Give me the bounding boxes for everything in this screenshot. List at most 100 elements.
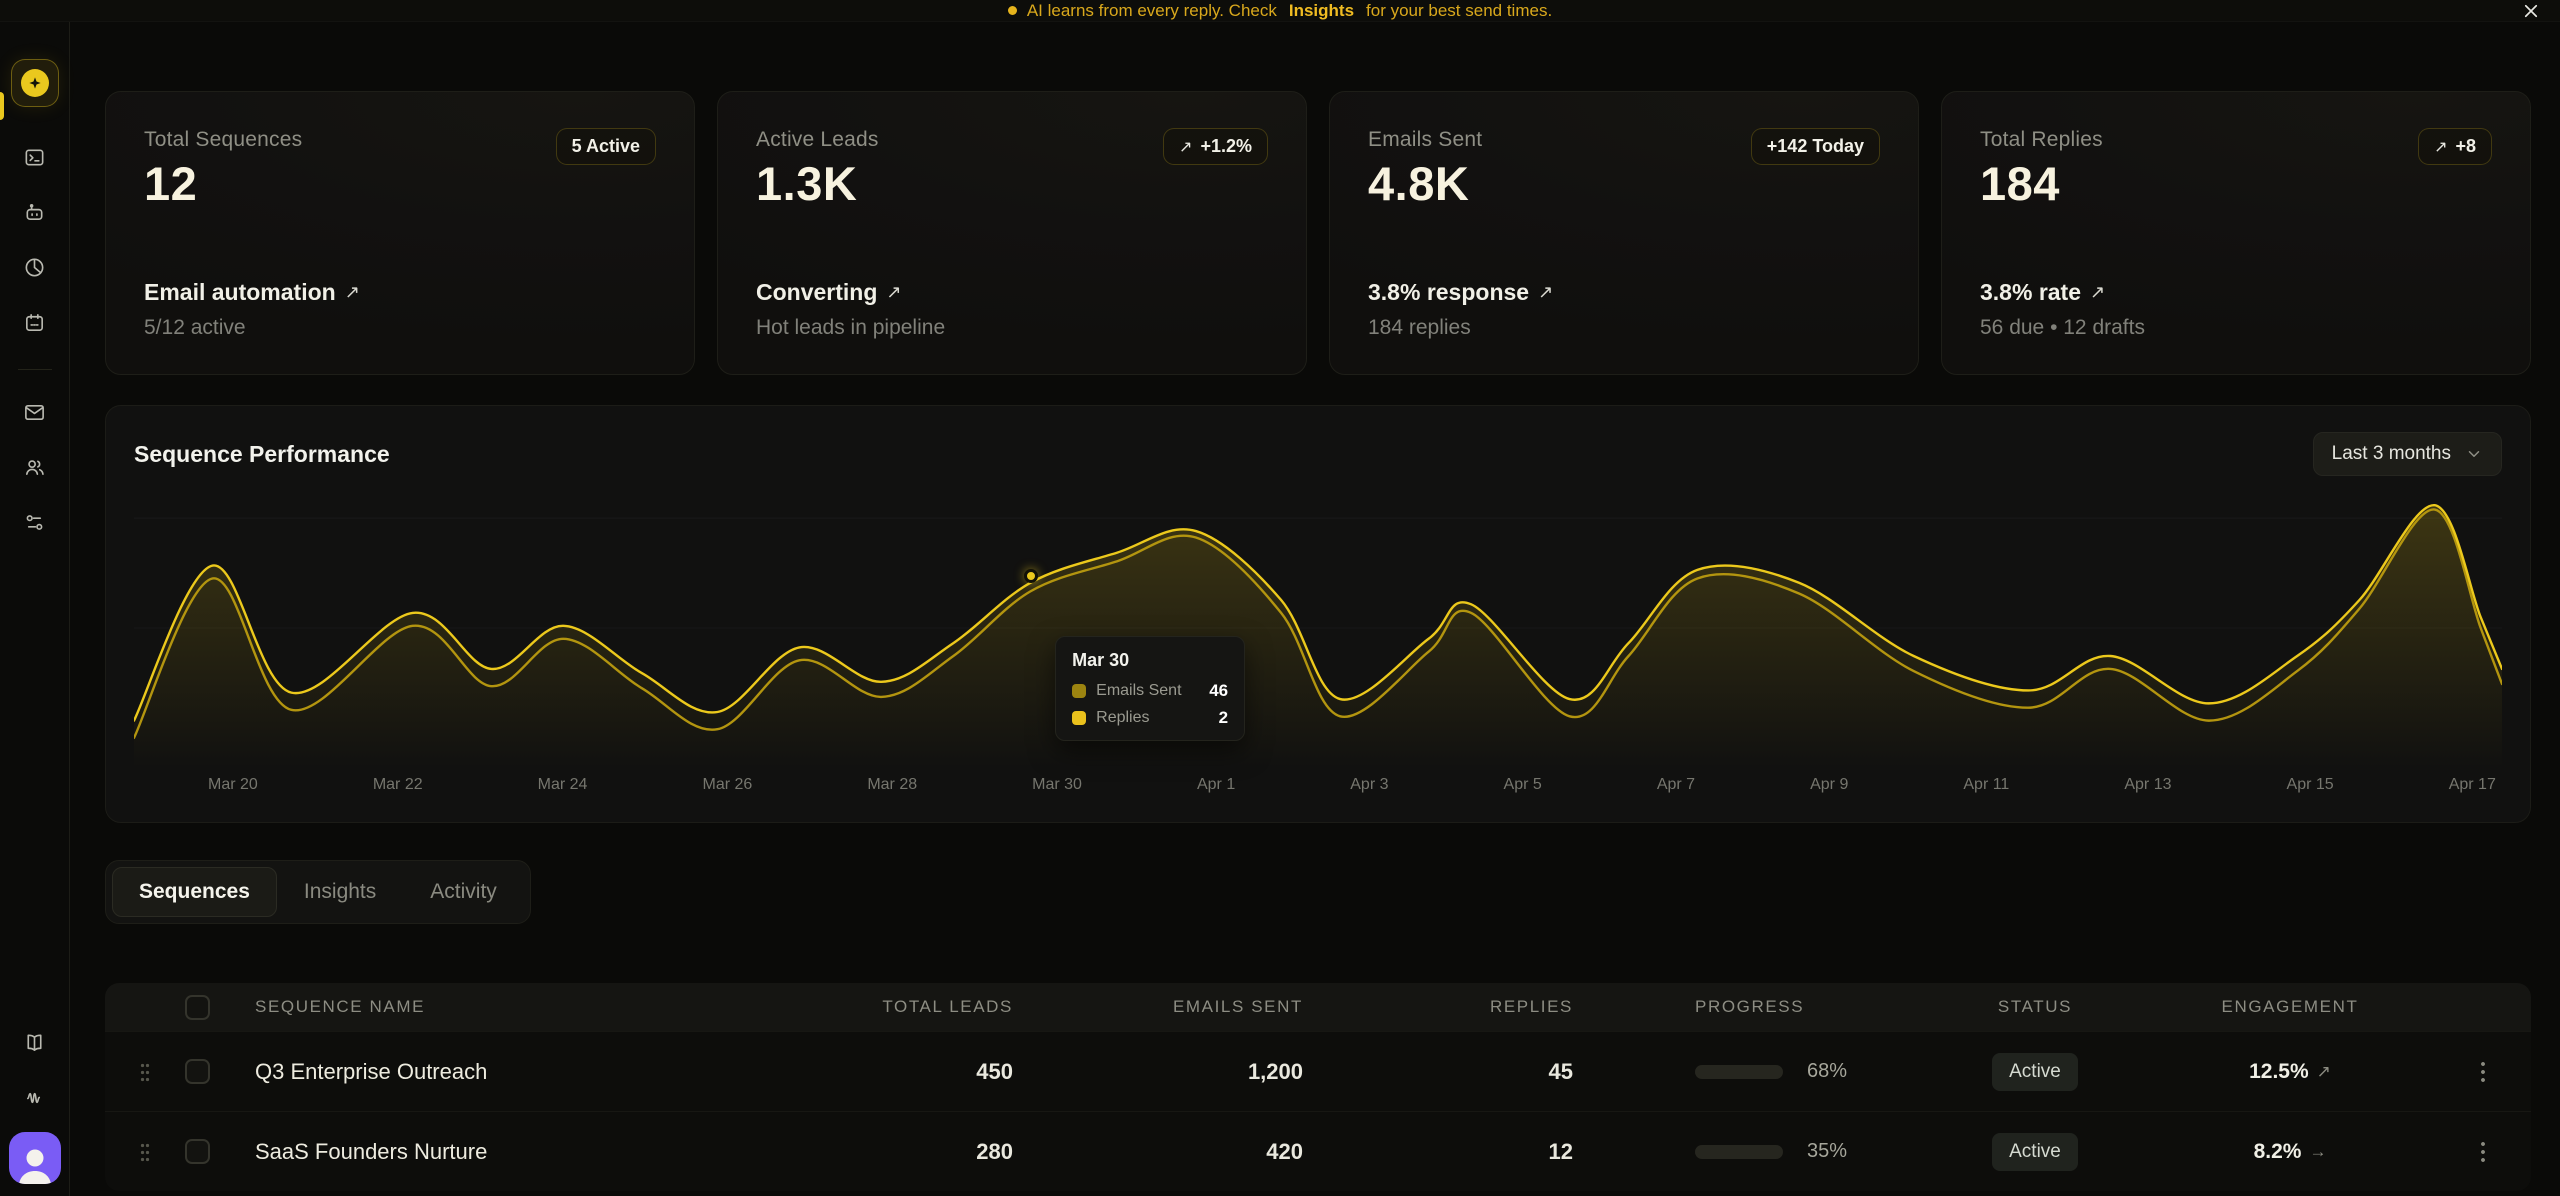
- banner-text-suffix: for your best send times.: [1366, 0, 1553, 20]
- banner-close-button[interactable]: [2518, 0, 2544, 22]
- x-axis-label: Apr 7: [1656, 776, 1696, 793]
- trend-up-icon: ↗: [2434, 138, 2448, 156]
- replies-value: 45: [1548, 1058, 1573, 1084]
- panel-title: Sequence Performance: [134, 440, 390, 467]
- progress-label: 35%: [1807, 1140, 1848, 1162]
- sidebar-item-workflow[interactable]: [13, 502, 57, 542]
- engagement-value: 8.2%: [2253, 1139, 2302, 1163]
- trend-up-icon: ↗: [344, 282, 360, 302]
- chevron-down-icon: [2468, 451, 2480, 457]
- card-title: Email automation: [144, 279, 336, 305]
- bot-icon: [26, 203, 43, 220]
- select-all-checkbox[interactable]: [185, 994, 210, 1020]
- sidebar-item-mail[interactable]: [13, 392, 57, 432]
- trend-right-icon: →: [2309, 1141, 2327, 1161]
- card-label: Total Sequences: [144, 128, 303, 151]
- card-subtitle: 5/12 active: [144, 316, 246, 339]
- tooltip-series-value: 2: [1218, 708, 1229, 728]
- table-header: Sequence Name Total Leads Emails Sent Re…: [105, 983, 2531, 1031]
- x-axis-label: Apr 17: [2448, 776, 2496, 793]
- column-header-progress: Progress: [1695, 997, 1805, 1016]
- users-icon: [26, 459, 44, 475]
- tab-activity[interactable]: Activity: [403, 867, 524, 917]
- x-axis-label: Apr 9: [1810, 776, 1849, 793]
- emails-sent-value: 1,200: [1247, 1058, 1303, 1084]
- pie-chart-icon: [25, 258, 44, 276]
- card-value: 1.3K: [756, 156, 858, 210]
- card-value: 184: [1980, 156, 2060, 210]
- table-row[interactable]: SaaS Founders Nurture 280 420 12 35% Act…: [105, 1111, 2531, 1191]
- series-swatch-emails: [1072, 684, 1087, 699]
- total-leads-value: 450: [976, 1058, 1013, 1084]
- row-menu-button[interactable]: [2480, 1139, 2486, 1164]
- x-axis-label: Mar 30: [1032, 776, 1082, 793]
- chart-marker-dot: [1024, 569, 1039, 584]
- card-badge: ↗ +8: [2418, 128, 2492, 165]
- calendar-icon: [26, 313, 43, 331]
- main-content: Total Sequences 5 Active 12 Email automa…: [70, 22, 2560, 1196]
- waveform-icon: [26, 1092, 41, 1103]
- row-menu-button[interactable]: [2480, 1059, 2486, 1084]
- tooltip-series-label: Replies: [1096, 709, 1150, 727]
- x-axis-label: Apr 3: [1350, 776, 1389, 793]
- column-header-total-leads: Total Leads: [882, 997, 1013, 1016]
- sequence-name: Q3 Enterprise Outreach: [255, 1058, 488, 1084]
- column-header-replies: Replies: [1489, 997, 1573, 1016]
- sidebar-item-analytics[interactable]: [13, 247, 57, 287]
- banner-dot-icon: [1007, 6, 1017, 15]
- card-value: 4.8K: [1368, 156, 1470, 210]
- replies-value: 12: [1548, 1138, 1573, 1164]
- status-badge: Active: [1992, 1132, 2078, 1171]
- stat-card-total-replies: Total Replies ↗ +8 184 3.8% rate ↗ 56 due …: [1941, 91, 2531, 375]
- sidebar-item-bot[interactable]: [13, 192, 57, 232]
- trend-up-icon: ↗: [886, 282, 902, 302]
- sidebar-item-terminal[interactable]: [13, 137, 57, 177]
- x-axis-label: Mar 20: [208, 776, 258, 793]
- performance-chart[interactable]: Mar 30 Emails Sent 46 Replies 2: [134, 488, 2502, 768]
- active-item-indicator: [0, 92, 4, 120]
- x-axis-label: Mar 24: [537, 776, 588, 793]
- card-title: 3.8% response: [1368, 279, 1530, 305]
- x-axis-label: Mar 22: [372, 776, 423, 793]
- status-badge: Active: [1992, 1052, 2078, 1091]
- tooltip-date: Mar 30: [1072, 650, 1130, 671]
- series-swatch-replies: [1072, 711, 1087, 726]
- x-axis-label: Apr 11: [1963, 776, 2010, 793]
- sidebar-item-activity-feed[interactable]: [13, 1077, 57, 1117]
- row-checkbox[interactable]: [185, 1059, 210, 1084]
- trend-up-icon: ↗: [2316, 1061, 2331, 1081]
- progress-cell: 68%: [1595, 1060, 1925, 1083]
- drag-handle-icon[interactable]: [140, 1141, 150, 1162]
- notification-banner: AI learns from every reply. Check Insigh…: [0, 0, 2560, 22]
- x-axis-label: Apr 5: [1503, 776, 1542, 793]
- card-title: 3.8% rate: [1980, 279, 2082, 305]
- sidebar-item-contacts[interactable]: [13, 447, 57, 487]
- sequence-performance-panel: Sequence Performance Last 3 months: [105, 405, 2531, 823]
- engagement-value: 12.5%: [2249, 1059, 2309, 1083]
- table-row[interactable]: Q3 Enterprise Outreach 450 1,200 45 68% …: [105, 1031, 2531, 1111]
- chart-tooltip: Mar 30 Emails Sent 46 Replies 2: [1055, 636, 1246, 742]
- column-header-engagement: Engagement: [2221, 997, 2359, 1016]
- sidebar-item-calendar[interactable]: [13, 302, 57, 342]
- drag-handle-icon[interactable]: [140, 1061, 150, 1082]
- stat-cards: Total Sequences 5 Active 12 Email automa…: [105, 91, 2531, 375]
- card-label: Total Replies: [1980, 128, 2103, 151]
- total-leads-value: 280: [976, 1138, 1013, 1164]
- mail-icon: [25, 404, 44, 420]
- sidebar-divider: [17, 369, 52, 370]
- card-badge: 5 Active: [555, 128, 656, 165]
- insights-link[interactable]: Insights: [1288, 0, 1355, 20]
- row-checkbox[interactable]: [185, 1139, 210, 1164]
- date-range-value: Last 3 months: [2331, 443, 2451, 464]
- date-range-dropdown[interactable]: Last 3 months: [2312, 432, 2502, 476]
- sidebar-item-docs[interactable]: [13, 1022, 57, 1062]
- progress-bar: [1695, 1144, 1783, 1159]
- progress-bar: [1695, 1064, 1783, 1079]
- sidebar-item-ai-active[interactable]: [10, 59, 59, 107]
- card-badge: ↗ +1.2%: [1163, 128, 1268, 165]
- tab-sequences[interactable]: Sequences: [112, 867, 277, 917]
- stat-card-total-sequences: Total Sequences 5 Active 12 Email automa…: [105, 91, 695, 375]
- user-avatar[interactable]: [8, 1132, 61, 1184]
- close-icon: [2524, 4, 2538, 17]
- tab-insights[interactable]: Insights: [277, 867, 403, 917]
